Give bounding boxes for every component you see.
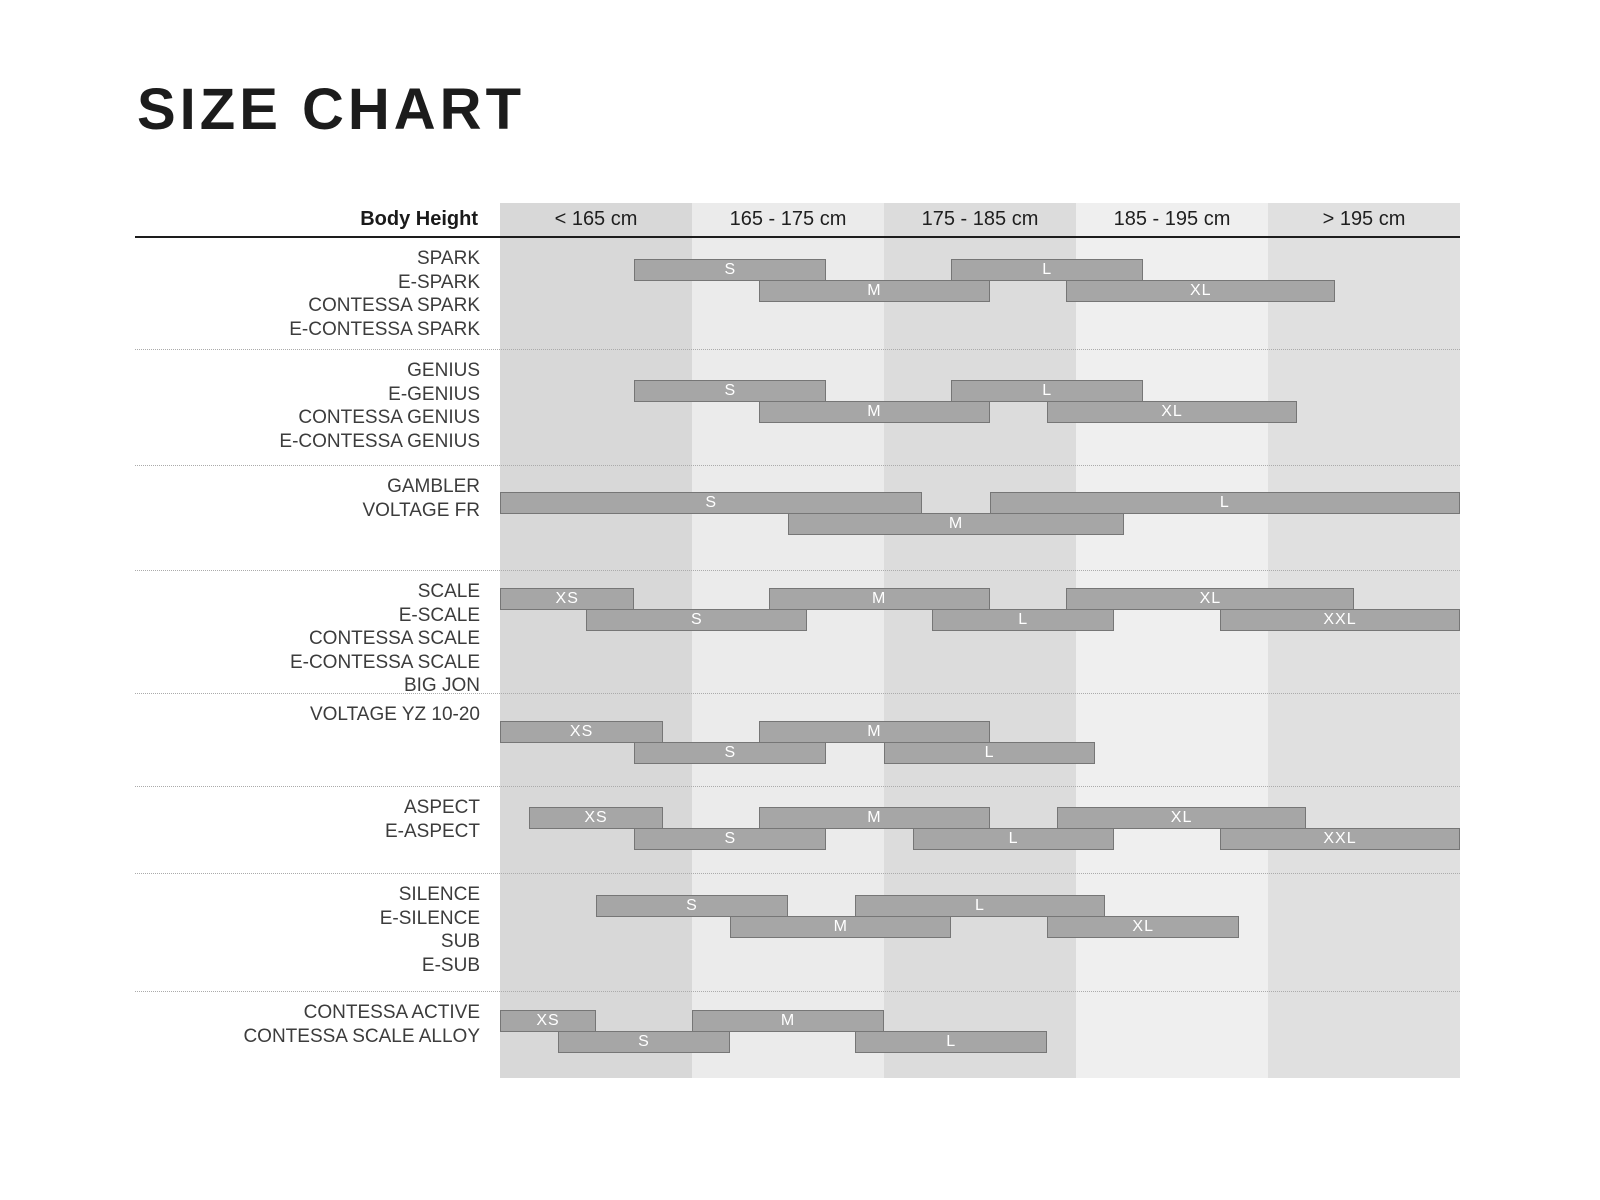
size-bar-l: L bbox=[932, 609, 1115, 631]
model-group: ASPECT E-ASPECT XS S M L XL XXL bbox=[135, 786, 1460, 873]
size-bars: XS S M L XL XXL bbox=[500, 807, 1460, 855]
model-label: BIG JON bbox=[403, 675, 480, 696]
column-header: 165 - 175 cm bbox=[729, 208, 847, 230]
model-label: E-SPARK bbox=[397, 271, 480, 293]
column-band bbox=[1268, 203, 1460, 1078]
size-bar-l: L bbox=[951, 259, 1144, 281]
size-bar-l: L bbox=[912, 828, 1115, 850]
model-label: E-CONTESSA SCALE bbox=[289, 651, 480, 673]
model-group: SPARK E-SPARK CONTESSA SPARK E-CONTESSA SPA… bbox=[135, 238, 1460, 349]
size-bar-l: L bbox=[884, 742, 1096, 764]
model-label: SCALE bbox=[417, 581, 480, 602]
size-bar-s: S bbox=[634, 742, 827, 764]
model-label: GAMBLER bbox=[387, 476, 480, 497]
size-bar-m: M bbox=[788, 513, 1124, 535]
size-bar-m: M bbox=[759, 721, 990, 743]
column-header: < 165 cm bbox=[554, 208, 638, 230]
size-bar-xxl: XXL bbox=[1220, 828, 1460, 850]
model-group: SCALE E-SCALE CONTESSA SCALE E-CONTESSA SCA… bbox=[135, 570, 1460, 696]
model-labels: ASPECT E-ASPECT bbox=[135, 787, 480, 843]
size-bar-l: L bbox=[989, 492, 1460, 514]
model-group: GENIUS E-GENIUS CONTESSA GENIUS E-CONTESSA … bbox=[135, 349, 1460, 465]
size-bar-m: M bbox=[759, 401, 990, 423]
size-bar-xs: XS bbox=[500, 1010, 596, 1032]
model-labels: VOLTAGE YZ 10-20 bbox=[135, 694, 480, 727]
model-labels: GENIUS E-GENIUS CONTESSA GENIUS E-CONTESSA … bbox=[135, 350, 480, 453]
model-labels: SPARK E-SPARK CONTESSA SPARK E-CONTESSA SPA… bbox=[135, 238, 480, 341]
model-label: CONTESSA ACTIVE bbox=[303, 1002, 480, 1023]
size-bars: XS S M L bbox=[500, 721, 1460, 769]
model-label: E-SUB bbox=[421, 954, 480, 976]
size-bar-l: L bbox=[855, 895, 1105, 917]
model-label: E-SILENCE bbox=[379, 907, 480, 929]
model-label: VOLTAGE YZ 10-20 bbox=[309, 704, 480, 725]
size-bar-xl: XL bbox=[1066, 588, 1355, 610]
column-header: 185 - 195 cm bbox=[1113, 208, 1231, 230]
model-label: CONTESSA SCALE ALLOY bbox=[243, 1025, 480, 1047]
size-bar-s: S bbox=[586, 609, 808, 631]
model-labels: SCALE E-SCALE CONTESSA SCALE E-CONTESSA SCA… bbox=[135, 571, 480, 698]
size-bar-s: S bbox=[557, 1031, 731, 1053]
size-bar-s: S bbox=[596, 895, 788, 917]
size-bar-xs: XS bbox=[500, 721, 664, 743]
size-bar-xl: XL bbox=[1056, 807, 1307, 829]
model-label: CONTESSA GENIUS bbox=[298, 407, 480, 428]
header-band: Body Height < 165 cm 165 - 175 cm 175 - 18… bbox=[135, 203, 1460, 238]
size-bar-s: S bbox=[500, 492, 923, 514]
model-label: E-SCALE bbox=[398, 604, 480, 626]
size-bar-xs: XS bbox=[500, 588, 635, 610]
model-label: VOLTAGE FR bbox=[362, 499, 480, 521]
model-labels: GAMBLER VOLTAGE FR bbox=[135, 466, 480, 522]
model-label: SUB bbox=[440, 931, 480, 952]
size-bar-s: S bbox=[634, 380, 827, 402]
size-bar-xl: XL bbox=[1047, 916, 1240, 938]
model-group: VOLTAGE YZ 10-20 XS S M L bbox=[135, 693, 1460, 786]
size-bar-s: S bbox=[634, 259, 827, 281]
model-label: ASPECT bbox=[403, 797, 480, 818]
axis-label: Body Height bbox=[360, 208, 478, 230]
model-group: GAMBLER VOLTAGE FR S M L bbox=[135, 465, 1460, 570]
size-bars: S M L XL bbox=[500, 895, 1460, 943]
model-labels: SILENCE E-SILENCE SUB E-SUB bbox=[135, 874, 480, 977]
size-bars: XS S M L XL XXL bbox=[500, 588, 1460, 636]
size-bar-m: M bbox=[768, 588, 990, 610]
model-label: SILENCE bbox=[398, 884, 480, 905]
model-label: E-CONTESSA GENIUS bbox=[279, 430, 480, 452]
model-labels: CONTESSA ACTIVE CONTESSA SCALE ALLOY bbox=[135, 992, 480, 1048]
size-bar-m: M bbox=[759, 807, 990, 829]
size-bar-xs: XS bbox=[528, 807, 664, 829]
model-label: SPARK bbox=[416, 248, 480, 269]
size-bar-s: S bbox=[634, 828, 827, 850]
size-bar-l: L bbox=[951, 380, 1144, 402]
size-chart: Body Height < 165 cm 165 - 175 cm 175 - 18… bbox=[135, 203, 1460, 1078]
model-label: E-CONTESSA SPARK bbox=[289, 318, 480, 340]
groups-container: SPARK E-SPARK CONTESSA SPARK E-CONTESSA SPA… bbox=[135, 238, 1460, 1080]
size-bar-xxl: XXL bbox=[1220, 609, 1460, 631]
page-title: SIZE CHART bbox=[137, 77, 525, 142]
size-bars: S M L XL bbox=[500, 380, 1460, 428]
size-bars: S M L XL bbox=[500, 259, 1460, 307]
model-group: SILENCE E-SILENCE SUB E-SUB S M L XL bbox=[135, 873, 1460, 991]
size-bar-m: M bbox=[730, 916, 952, 938]
model-label: CONTESSA SPARK bbox=[308, 295, 480, 316]
header-columns: < 165 cm 165 - 175 cm 175 - 185 cm 185 - 19… bbox=[500, 203, 1460, 236]
model-label: E-GENIUS bbox=[388, 383, 480, 405]
size-bar-xl: XL bbox=[1066, 280, 1336, 302]
size-bar-xl: XL bbox=[1047, 401, 1297, 423]
size-bar-m: M bbox=[692, 1010, 884, 1032]
model-group: CONTESSA ACTIVE CONTESSA SCALE ALLOY XS S M L bbox=[135, 991, 1460, 1080]
plot-column-bands bbox=[500, 203, 1460, 1078]
size-bar-l: L bbox=[855, 1031, 1048, 1053]
column-band bbox=[500, 203, 692, 1078]
column-header: 175 - 185 cm bbox=[921, 208, 1039, 230]
column-header: > 195 cm bbox=[1322, 208, 1406, 230]
size-bar-m: M bbox=[759, 280, 990, 302]
model-label: CONTESSA SCALE bbox=[308, 628, 480, 649]
model-label: E-ASPECT bbox=[384, 820, 480, 842]
size-bars: XS S M L bbox=[500, 1010, 1460, 1058]
model-label: GENIUS bbox=[407, 360, 480, 381]
